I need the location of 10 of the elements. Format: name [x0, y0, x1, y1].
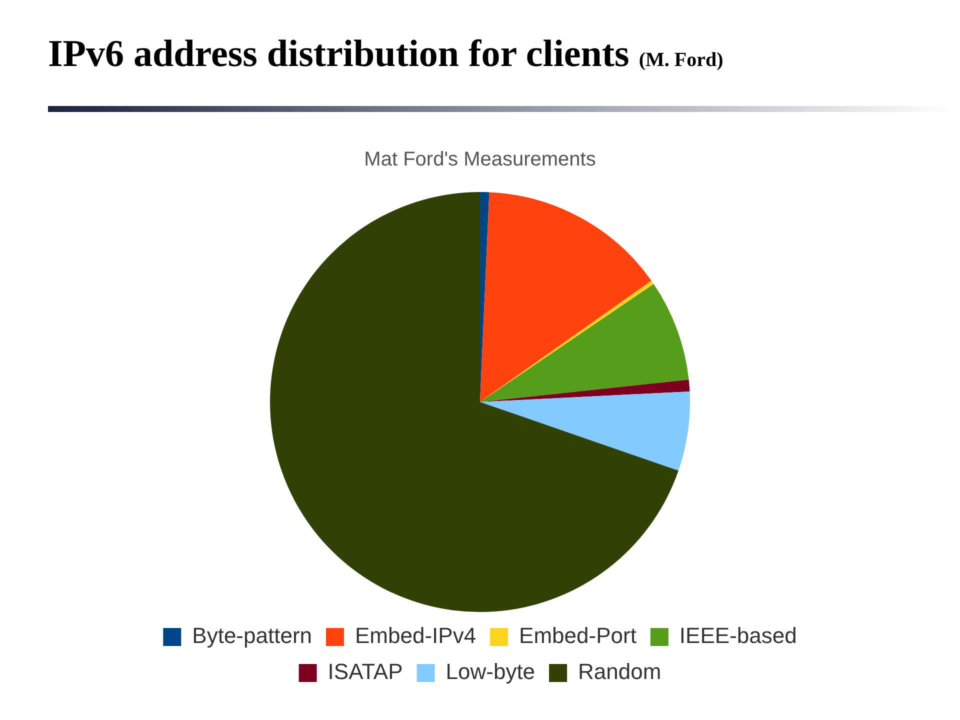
- legend-label: Byte-pattern: [192, 623, 312, 648]
- text: Mat Ford's Measurements: [364, 148, 596, 171]
- chart-title: IPv6 address distribution for clients: [48, 33, 630, 75]
- legend-label: ISATAP: [328, 659, 403, 684]
- legend-label: Low-byte: [446, 659, 536, 684]
- legend-label: Embed-Port: [519, 623, 636, 648]
- legend-label: IEEE-based: [679, 623, 797, 648]
- legend-label: Random: [578, 659, 662, 684]
- legend-label: Embed-IPv4: [355, 623, 476, 648]
- chart-subtitle: (M. Ford): [638, 49, 724, 71]
